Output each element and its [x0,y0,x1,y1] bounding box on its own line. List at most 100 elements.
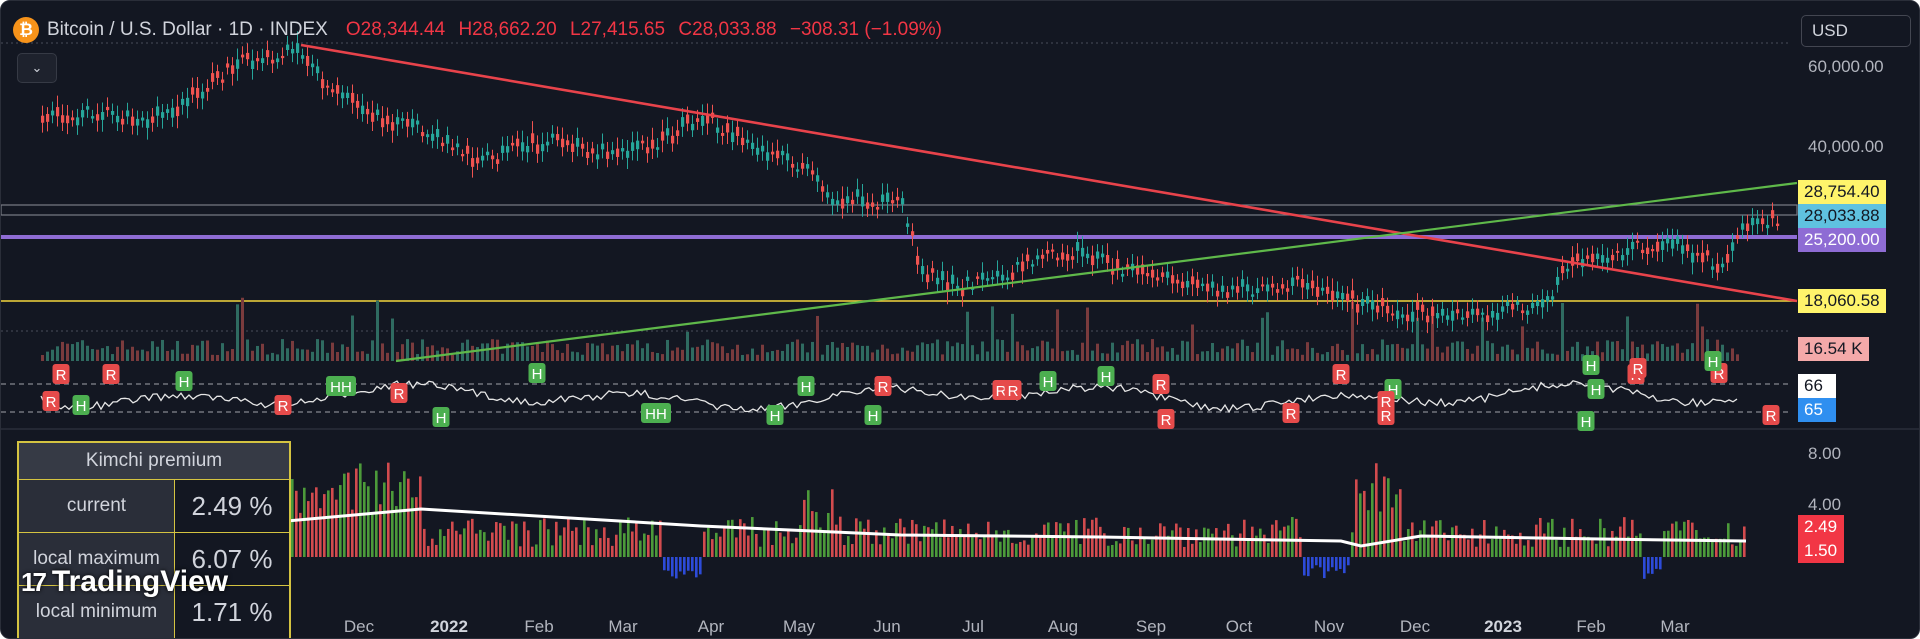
volume-bar [371,340,374,361]
volume-bar [626,343,629,361]
candle-body [866,202,870,209]
volume-bar [186,353,189,361]
price-range-box [1,204,1798,216]
premium-bar [903,527,906,557]
volume-bar [326,352,329,361]
candle-body [1201,283,1205,287]
volume-bar [166,350,169,361]
premium-bar [1391,507,1394,557]
volume-bar [111,354,114,361]
volume-bar [1161,346,1164,361]
premium-bar [1403,541,1406,557]
volume-bar [1571,346,1574,361]
tradingview-logo[interactable]: 17 TradingView [21,565,228,599]
premium-bar [291,479,294,557]
premium-bar [1299,537,1302,557]
premium-bar [1079,544,1082,557]
candle-body [676,130,680,136]
divergence-marker-bg [528,363,546,383]
candle-body [1061,252,1065,260]
volume-bar [1351,301,1354,361]
volume-bar [1056,309,1059,361]
candle-body [1246,284,1250,292]
premium-bar [1611,530,1614,557]
divergence-marker-bg [175,371,193,391]
candle-body [1306,282,1310,290]
volume-bar [311,351,314,361]
premium-bar [527,530,530,557]
volume-bar [556,350,559,361]
volume-bar [361,351,364,361]
premium-bar [1295,518,1298,557]
volume-bar [321,340,324,361]
premium-bar [1171,530,1174,557]
volume-bar [161,339,164,361]
candle-body [356,100,360,108]
premium-bar [599,538,602,557]
volume-bar [411,342,414,361]
premium-bar [471,518,474,557]
candle-body [1676,236,1680,244]
candle-body [161,112,165,118]
volume-bar [1146,352,1149,361]
volume-bar [466,339,469,361]
premium-bar [975,532,978,557]
volume-bar [1526,347,1529,361]
candle-body [1381,298,1385,307]
premium-bar [835,524,838,557]
candle-body [1326,286,1330,294]
volume-bar [1176,354,1179,361]
candle-body [431,133,435,141]
premium-bar [691,557,694,572]
divergence-marker-label: R [394,386,405,403]
premium-bar [1607,546,1610,557]
volume-bar [1586,346,1589,361]
premium-bar [955,534,958,557]
premium-bar [891,538,894,557]
volume-bar [526,346,529,361]
volume-bar [636,340,639,361]
currency-selector[interactable]: USD [1801,15,1911,47]
volume-bar [1331,346,1334,361]
volume-bar [1471,353,1474,361]
premium-bar [1699,538,1702,557]
premium-bar [1719,538,1722,557]
premium-bar [407,478,410,557]
candle-body [326,85,330,88]
premium-bar [767,530,770,557]
premium-bar [1195,529,1198,557]
volume-bar [301,349,304,361]
volume-bar [81,340,84,361]
premium-bar [731,519,734,557]
candle-body [651,139,655,149]
volume-bar [1241,339,1244,361]
candle-body [201,91,205,99]
premium-bar [1487,543,1490,557]
divergence-marker-bg [641,403,671,423]
symbol-title[interactable]: Bitcoin / U.S. Dollar · 1D · INDEX [47,19,328,40]
candle-body [881,194,885,202]
volume-bar [1301,354,1304,361]
candle-body [1136,265,1140,275]
candle-body [981,272,985,280]
volume-bar [856,345,859,361]
candle-body [1176,279,1180,284]
candle-body [1496,312,1500,320]
premium-bar [295,490,298,557]
candle-body [1301,279,1305,288]
candle-body [771,151,775,155]
candle-body [576,137,580,147]
tradingview-mark-icon: 17 [21,566,47,597]
candle-body [896,196,900,201]
time-axis-label: Feb [1576,617,1606,636]
premium-bar [1543,533,1546,557]
volume-bar [786,344,789,361]
collapse-legend-button[interactable]: ⌄ [17,53,57,83]
premium-bar [419,476,422,557]
candle-body [421,132,425,137]
volume-bar [1196,354,1199,361]
premium-bar [1435,520,1438,557]
candle-body [1111,268,1115,275]
